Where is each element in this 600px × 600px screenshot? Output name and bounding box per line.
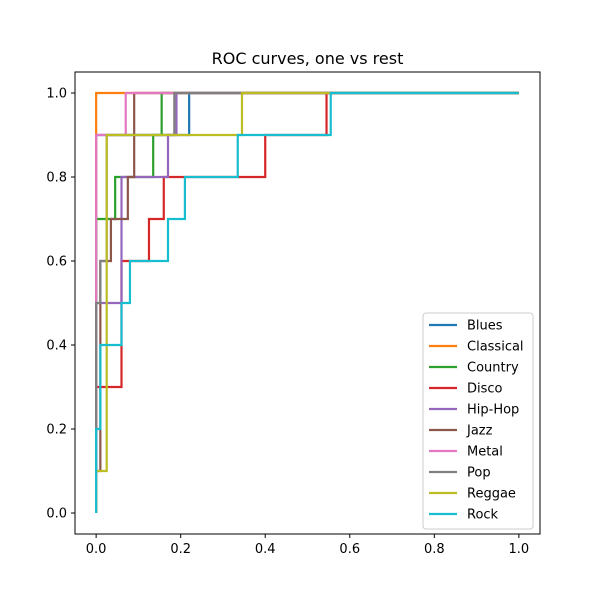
chart-title: ROC curves, one vs rest [212,49,404,68]
y-tick-label: 0.0 [46,507,67,522]
legend: Blues Classical Country Disco Hip-Hop Jazz Met… [422,312,534,530]
x-axis: 0.0 0.2 0.4 0.6 0.8 1.0 [86,534,529,557]
x-tick-label: 0.4 [255,542,276,557]
legend-label: Blues [467,319,503,334]
y-tick-label: 1.0 [46,87,67,102]
legend-label: Metal [467,445,503,460]
legend-label: Country [467,361,519,376]
plot-lines [95,91,519,513]
y-tick-label: 0.2 [46,423,67,438]
legend-label: Jazz [466,424,493,439]
legend-label: Disco [467,382,503,397]
roc-line-rock [95,91,519,513]
legend-label: Rock [467,508,499,523]
y-tick-label: 0.6 [46,255,67,270]
y-tick-label: 0.8 [46,171,67,186]
x-tick-label: 1.0 [509,542,530,557]
y-tick-label: 0.4 [46,339,67,354]
x-tick-label: 0.8 [424,542,445,557]
legend-label: Hip-Hop [467,403,519,418]
y-axis: 0.0 0.2 0.4 0.6 0.8 1.0 [46,87,75,522]
plot-frame [74,71,541,535]
legend-label: Classical [467,340,524,355]
x-tick-label: 0.0 [86,542,107,557]
x-tick-label: 0.2 [170,542,191,557]
roc-line-hip-hop [95,91,519,513]
x-tick-label: 0.6 [339,542,360,557]
legend-label: Reggae [467,487,516,502]
legend-label: Pop [467,466,491,481]
